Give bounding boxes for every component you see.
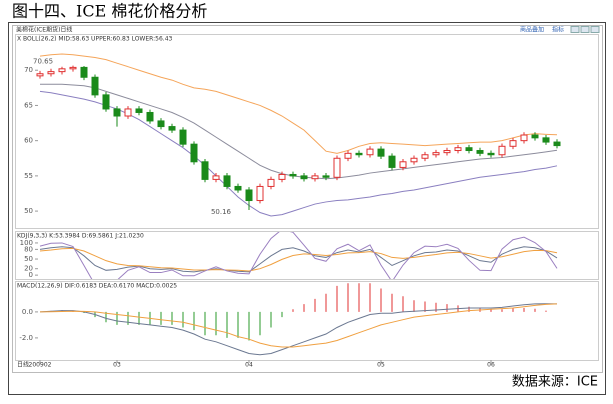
line: [39, 247, 558, 272]
x-tick-label: 200902: [29, 362, 52, 369]
candle-body: [47, 71, 55, 75]
y-tick-label: 20: [24, 265, 33, 273]
title: 图十四、ICE 棉花价格分析: [12, 2, 207, 21]
candle-body: [58, 68, 66, 73]
candle-body: [509, 140, 517, 147]
candle-body: [300, 175, 308, 180]
candle-body: [344, 152, 352, 159]
min-annotation: 50.16: [211, 208, 232, 216]
candle-body: [102, 94, 110, 110]
candle-body: [135, 108, 143, 113]
candle-body: [498, 145, 506, 156]
candle-body: [146, 111, 154, 122]
candle-body: [179, 129, 187, 145]
y-tick-label: 65: [24, 101, 33, 109]
indicator-header: X BOLL(26,2) MID:58.63 UPPER:60.83 LOWER…: [17, 36, 173, 43]
candle-body: [267, 178, 275, 187]
panel: [15, 34, 599, 229]
line: [39, 303, 558, 356]
candle-body: [256, 185, 264, 202]
candle-body: [91, 76, 99, 96]
line: [40, 83, 558, 180]
candle-body: [553, 141, 561, 147]
icon[interactable]: [580, 26, 590, 33]
indicator-header: KDJ(9,3,3) K:53.3984 D:69.5861 J:21.0230: [17, 233, 144, 240]
x-tick-label: 06: [487, 362, 495, 369]
candle-body: [212, 175, 220, 180]
candle-body: [399, 161, 407, 168]
y-tick-label: 0: [29, 271, 33, 279]
candle-body: [69, 66, 77, 70]
period-label: 日线: [17, 361, 29, 369]
candle-body: [520, 134, 528, 142]
candle-body: [289, 173, 297, 177]
candle-body: [168, 126, 176, 131]
candle-body: [542, 137, 550, 143]
candle-body: [465, 147, 473, 152]
candle-body: [113, 108, 121, 117]
candle-body: [421, 154, 429, 159]
plot-area: [39, 232, 558, 279]
y-tick-label: 50: [24, 207, 33, 215]
candle-body: [454, 147, 462, 152]
candle-body: [432, 152, 440, 156]
candle-body: [80, 66, 88, 78]
line: [39, 303, 558, 348]
x-tick-label: 04: [245, 362, 253, 369]
candle-body: [443, 150, 451, 154]
chart-frame: [12, 25, 603, 373]
candle-body: [487, 152, 495, 156]
candle-body: [201, 161, 209, 180]
candle-body: [124, 108, 132, 117]
x-tick-label: 03: [113, 362, 121, 369]
indicator-header: MACD(12,26,9) DIF:0.6183 DEA:0.6170 MACD…: [17, 283, 177, 290]
toolbar-button[interactable]: 指标: [552, 26, 564, 34]
source: 数据来源：ICE: [512, 375, 598, 390]
candle-body: [366, 148, 374, 156]
panel: [15, 281, 599, 361]
candle-body: [531, 134, 539, 139]
candle-body: [476, 150, 484, 154]
x-tick-label: 05: [377, 362, 385, 369]
toolbar-label: 美棉花(ICE期货)日线: [16, 26, 72, 34]
y-tick-label: -2.0: [19, 334, 33, 342]
plot-area: [36, 53, 561, 217]
line: [39, 232, 558, 279]
icon[interactable]: [590, 26, 600, 33]
y-tick-label: 60: [24, 137, 33, 145]
candle-body: [388, 155, 396, 168]
y-tick-label: 70: [24, 66, 33, 74]
candle-body: [333, 157, 341, 178]
candle-body: [278, 173, 286, 180]
y-tick-label: 55: [24, 172, 33, 180]
y-tick-label: 80: [24, 245, 33, 253]
line: [39, 246, 558, 273]
panel: [15, 231, 599, 280]
candle-body: [190, 143, 198, 163]
candle-body: [377, 148, 385, 157]
icon[interactable]: [570, 26, 580, 33]
line: [39, 53, 558, 154]
y-tick-label: 100: [20, 239, 33, 247]
candle-body: [157, 120, 165, 128]
candle-body: [245, 189, 253, 202]
y-tick-label: 0.0: [22, 308, 33, 316]
candle-body: [311, 175, 319, 180]
candle-body: [322, 175, 330, 178]
toolbar-button[interactable]: 商品叠加: [520, 26, 544, 34]
y-tick-label: 50: [24, 255, 33, 263]
max-annotation: 70.65: [33, 58, 53, 66]
plot-area: [39, 283, 558, 356]
candle-body: [355, 152, 363, 156]
candle-body: [410, 157, 418, 163]
candle-body: [223, 175, 231, 187]
frame: [8, 22, 606, 395]
candle-body: [36, 73, 44, 77]
candle-body: [234, 185, 242, 191]
